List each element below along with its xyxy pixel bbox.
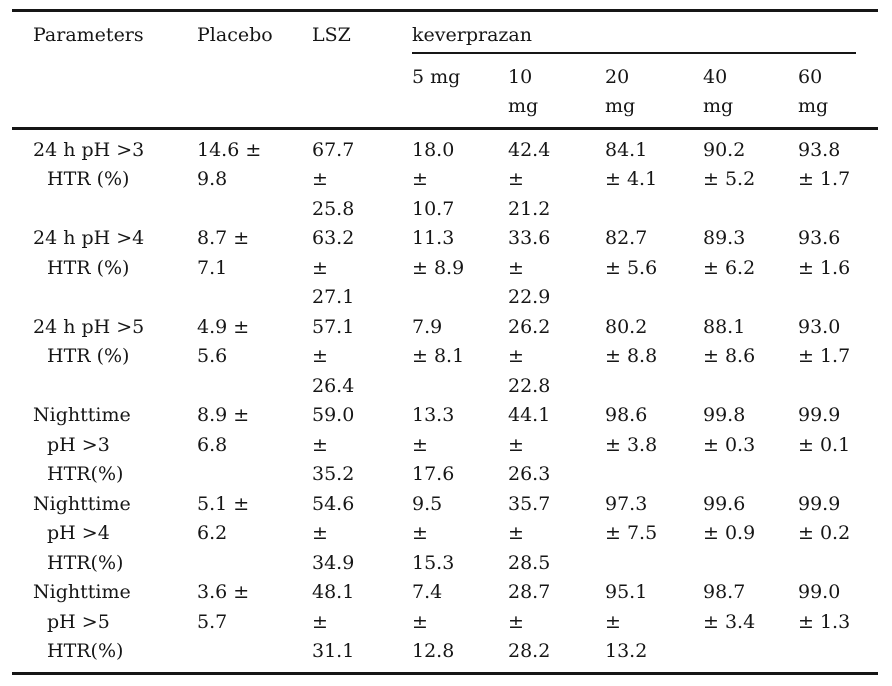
results-table: Parameters Placebo LSZ keverprazan 5 mg 1…: [12, 9, 879, 675]
value-cell: 99.0 ± 1.3: [798, 581, 851, 633]
value-cell: 8.9 ± 6.8: [197, 404, 250, 456]
value-cell: 54.6 ± 34.9: [312, 492, 355, 574]
value-cell: 8.7 ± 7.1: [197, 227, 250, 279]
dose-header: 5 mg: [412, 65, 461, 88]
value-cell: 48.1 ± 31.1: [312, 581, 355, 662]
parameter-label: 24 h pH >4 HTR (%): [33, 227, 145, 279]
value-cell: 59.0 ± 35.2: [312, 404, 355, 485]
parameter-cell: 24 h pH >3 HTR (%): [12, 128, 197, 224]
value-cell: 88.1 ± 8.6: [703, 315, 756, 368]
dose-header: 20 mg: [605, 65, 636, 118]
table-row: 24 h pH >5 HTR (%) 4.9 ± 5.6 57.1 ± 26.4 7.…: [12, 313, 878, 402]
parameter-label: Nighttime pH >4 HTR(%): [33, 492, 131, 574]
value-cell: 89.3 ± 6.2: [703, 227, 756, 279]
value-cell: 7.9 ± 8.1: [412, 315, 465, 368]
parameter-cell: Nighttime pH >5 HTR(%): [12, 578, 197, 673]
table-row: Nighttime pH >4 HTR(%) 5.1 ± 6.2 54.6 ± 34…: [12, 490, 878, 579]
parameter-label: 24 h pH >5 HTR (%): [33, 315, 145, 368]
col-header-placebo: Placebo: [197, 24, 273, 46]
header-row-top: Parameters Placebo LSZ keverprazan: [12, 11, 878, 54]
value-cell: 80.2 ± 8.8: [605, 315, 658, 368]
parameter-label: Nighttime pH >5 HTR(%): [33, 581, 131, 662]
parameter-label: Nighttime pH >3 HTR(%): [33, 404, 131, 485]
col-group-header-keverprazan: keverprazan: [412, 11, 878, 54]
value-cell: 93.8 ± 1.7: [798, 138, 851, 191]
keverprazan-underline: keverprazan: [412, 12, 857, 54]
keverprazan-label: keverprazan: [412, 24, 532, 46]
value-cell: 63.2 ± 27.1: [312, 227, 355, 308]
value-cell: 14.6 ± 9.8: [197, 138, 262, 191]
col-header-parameters: Parameters: [33, 24, 144, 46]
parameter-cell: 24 h pH >4 HTR (%): [12, 224, 197, 313]
value-cell: 5.1 ± 6.2: [197, 492, 250, 545]
value-cell: 7.4 ± 12.8: [412, 581, 455, 662]
value-cell: 9.5 ± 15.3: [412, 492, 455, 574]
value-cell: 98.7 ± 3.4: [703, 581, 756, 633]
value-cell: 95.1 ± 13.2: [605, 581, 648, 662]
dose-header: 60 mg: [798, 65, 829, 118]
parameter-cell: Nighttime pH >3 HTR(%): [12, 401, 197, 490]
value-cell: 93.0 ± 1.7: [798, 315, 851, 368]
value-cell: 67.7 ± 25.8: [312, 138, 355, 220]
dose-header: 10 mg: [508, 65, 539, 118]
table-header: Parameters Placebo LSZ keverprazan 5 mg 1…: [12, 11, 879, 129]
value-cell: 11.3 ± 8.9: [412, 227, 465, 279]
value-cell: 26.2 ± 22.8: [508, 315, 551, 397]
value-cell: 99.9 ± 0.2: [798, 492, 851, 545]
value-cell: 99.9 ± 0.1: [798, 404, 851, 456]
value-cell: 82.7 ± 5.6: [605, 227, 658, 279]
value-cell: 4.9 ± 5.6: [197, 315, 250, 368]
value-cell: 3.6 ± 5.7: [197, 581, 250, 633]
value-cell: 35.7 ± 28.5: [508, 492, 551, 574]
value-cell: 97.3 ± 7.5: [605, 492, 658, 545]
value-cell: 98.6 ± 3.8: [605, 404, 658, 456]
table-row: Nighttime pH >3 HTR(%) 8.9 ± 6.8 59.0 ± 35…: [12, 401, 878, 490]
parameter-cell: Nighttime pH >4 HTR(%): [12, 490, 197, 579]
value-cell: 18.0 ± 10.7: [412, 138, 455, 220]
value-cell: 33.6 ± 22.9: [508, 227, 551, 308]
col-header-lsz: LSZ: [312, 24, 351, 46]
value-cell: 44.1 ± 26.3: [508, 404, 551, 485]
value-cell: 28.7 ± 28.2: [508, 581, 551, 662]
value-cell: 13.3 ± 17.6: [412, 404, 455, 485]
parameter-label: 24 h pH >3 HTR (%): [33, 138, 145, 191]
table-row: 24 h pH >4 HTR (%) 8.7 ± 7.1 63.2 ± 27.1 11…: [12, 224, 878, 313]
header-row-doses: 5 mg 10 mg 20 mg 40 mg 60 mg: [12, 54, 878, 129]
value-cell: 57.1 ± 26.4: [312, 315, 355, 397]
value-cell: 99.8 ± 0.3: [703, 404, 756, 456]
value-cell: 42.4 ± 21.2: [508, 138, 551, 220]
value-cell: 93.6 ± 1.6: [798, 227, 851, 279]
value-cell: 90.2 ± 5.2: [703, 138, 756, 191]
table-row: 24 h pH >3 HTR (%) 14.6 ± 9.8 67.7 ± 25.8 1…: [12, 128, 878, 224]
table-body: 24 h pH >3 HTR (%) 14.6 ± 9.8 67.7 ± 25.8 1…: [12, 128, 878, 673]
value-cell: 84.1 ± 4.1: [605, 138, 658, 191]
table-row: Nighttime pH >5 HTR(%) 3.6 ± 5.7 48.1 ± 31…: [12, 578, 878, 673]
parameter-cell: 24 h pH >5 HTR (%): [12, 313, 197, 402]
dose-header: 40 mg: [703, 65, 734, 118]
value-cell: 99.6 ± 0.9: [703, 492, 756, 545]
